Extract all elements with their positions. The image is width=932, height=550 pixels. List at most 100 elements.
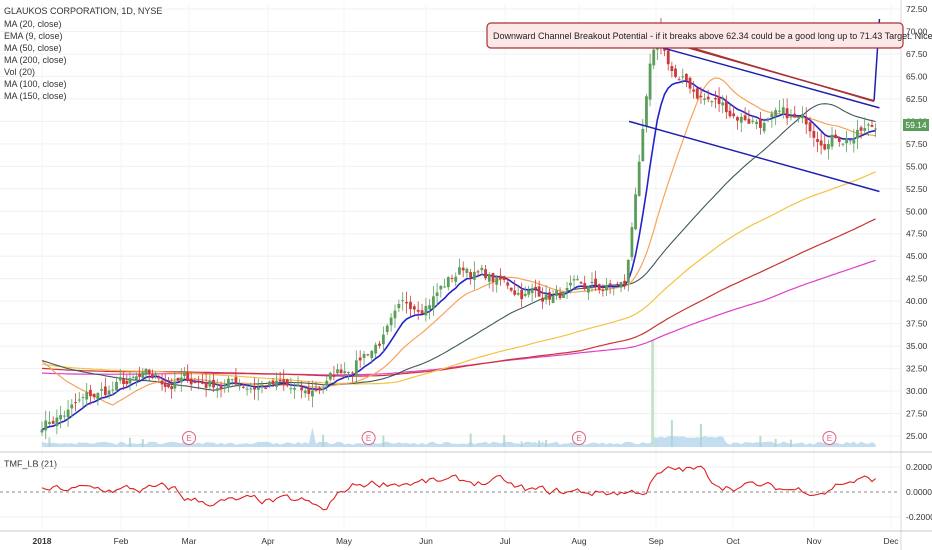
candle-body	[40, 429, 44, 433]
candle-body	[770, 113, 774, 118]
legend-title: GLAUKOS CORPORATION, 1D, NYSE	[4, 6, 162, 16]
candle-body	[125, 380, 129, 385]
candle-body	[59, 415, 63, 420]
indicator-tick: -0.2000	[906, 512, 932, 522]
candle-body	[183, 372, 186, 377]
candle-body	[204, 382, 208, 388]
candle-body	[134, 376, 138, 380]
legend-item[interactable]: MA (200, close)	[4, 55, 67, 65]
candle-body	[800, 114, 804, 119]
volume-bar	[651, 340, 655, 447]
legend-item[interactable]: MA (50, close)	[4, 43, 62, 53]
annotation-text: Downward Channel Breakout Potential - if…	[493, 31, 932, 41]
legend-item[interactable]: EMA (9, close)	[4, 31, 63, 41]
price-tick: 70.00	[906, 26, 928, 36]
candle-body	[179, 377, 183, 383]
candle-body	[92, 393, 96, 398]
candle-body	[706, 96, 710, 100]
candle-body	[193, 381, 197, 384]
candle-body	[845, 138, 848, 144]
candle-body	[385, 325, 389, 333]
time-tick: Mar	[182, 536, 197, 546]
candle-body	[354, 360, 358, 377]
candle-body	[491, 273, 495, 282]
candle-body	[328, 372, 332, 380]
candle-body	[366, 354, 370, 356]
candle-body	[212, 379, 215, 388]
annotation-callout[interactable]: Downward Channel Breakout Potential - if…	[486, 22, 932, 49]
candle-body	[115, 381, 118, 391]
legend-item[interactable]: MA (100, close)	[4, 79, 67, 89]
candle-body	[537, 286, 541, 297]
time-tick: May	[336, 536, 353, 546]
candle-body	[739, 116, 743, 123]
candle-body	[347, 372, 350, 374]
candle-body	[499, 275, 502, 280]
candle-body	[823, 144, 827, 150]
candle-body	[173, 381, 177, 389]
candle-body	[684, 73, 688, 81]
candle-body	[762, 122, 766, 132]
candle-body	[55, 417, 59, 427]
channel-upper-line[interactable]	[651, 44, 880, 109]
price-axis[interactable]: 72.5070.0067.5065.0062.5060.0057.5055.00…	[906, 4, 928, 441]
price-tick: 72.50	[906, 4, 928, 14]
earnings-marker[interactable]: E	[182, 431, 196, 445]
candle-body	[157, 376, 161, 379]
candle-body	[230, 379, 234, 381]
candle-body	[118, 377, 122, 381]
channel-lower-line[interactable]	[628, 120, 880, 193]
earnings-marker[interactable]: E	[822, 431, 837, 445]
candle-body	[70, 404, 74, 409]
legend-item[interactable]: Vol (20)	[4, 67, 35, 77]
candle-body	[523, 293, 527, 296]
price-tick: 32.50	[906, 364, 928, 374]
candle-body	[648, 63, 652, 100]
candle-body	[208, 380, 212, 387]
candle-body	[619, 282, 623, 288]
volume-bar	[699, 424, 702, 447]
indicator-line	[41, 465, 876, 511]
candle-body	[766, 118, 770, 120]
candle-body	[837, 137, 841, 142]
indicator-pane: 0.2000 0.0000 -0.2000	[0, 462, 932, 522]
candle-body	[480, 267, 484, 271]
candle-body	[558, 292, 562, 299]
candle-body	[321, 388, 325, 390]
price-tick: 37.50	[906, 319, 928, 329]
candle-body	[44, 420, 48, 431]
candle-body	[590, 281, 594, 284]
candle-body	[144, 368, 148, 375]
candle-body	[874, 128, 877, 130]
candle-body	[852, 138, 856, 144]
candle-body	[439, 285, 443, 290]
price-tick: 30.00	[906, 386, 928, 396]
volume-bar	[503, 435, 506, 447]
legend-item[interactable]: MA (20, close)	[4, 19, 62, 29]
time-axis[interactable]: 2018 Feb Mar Apr May Jun Jul Aug Sep Oct Nov Dec	[33, 536, 900, 546]
earnings-marker[interactable]: E	[572, 431, 586, 445]
earnings-marker[interactable]: E	[361, 431, 376, 445]
candle-body	[74, 402, 77, 404]
price-tick: 55.00	[906, 161, 928, 171]
candle-body	[605, 285, 608, 291]
candle-body	[724, 100, 728, 113]
candle-body	[296, 384, 300, 387]
candle-body	[389, 317, 393, 326]
candle-body	[253, 387, 256, 390]
candle-body	[465, 268, 469, 273]
legend-item[interactable]: MA (150, close)	[4, 91, 67, 101]
candle-body	[732, 113, 736, 117]
candle-body	[866, 124, 870, 126]
time-tick: Dec	[883, 536, 899, 546]
candle-body	[576, 279, 579, 281]
last-price-label: 59.14	[903, 119, 929, 131]
time-tick: Jul	[500, 536, 511, 546]
candle-body	[674, 68, 677, 77]
candle-body	[85, 392, 89, 400]
volume-bar	[774, 438, 777, 447]
candle-body	[863, 128, 867, 131]
moving-average-line	[41, 218, 876, 377]
earnings-label: E	[576, 434, 581, 443]
